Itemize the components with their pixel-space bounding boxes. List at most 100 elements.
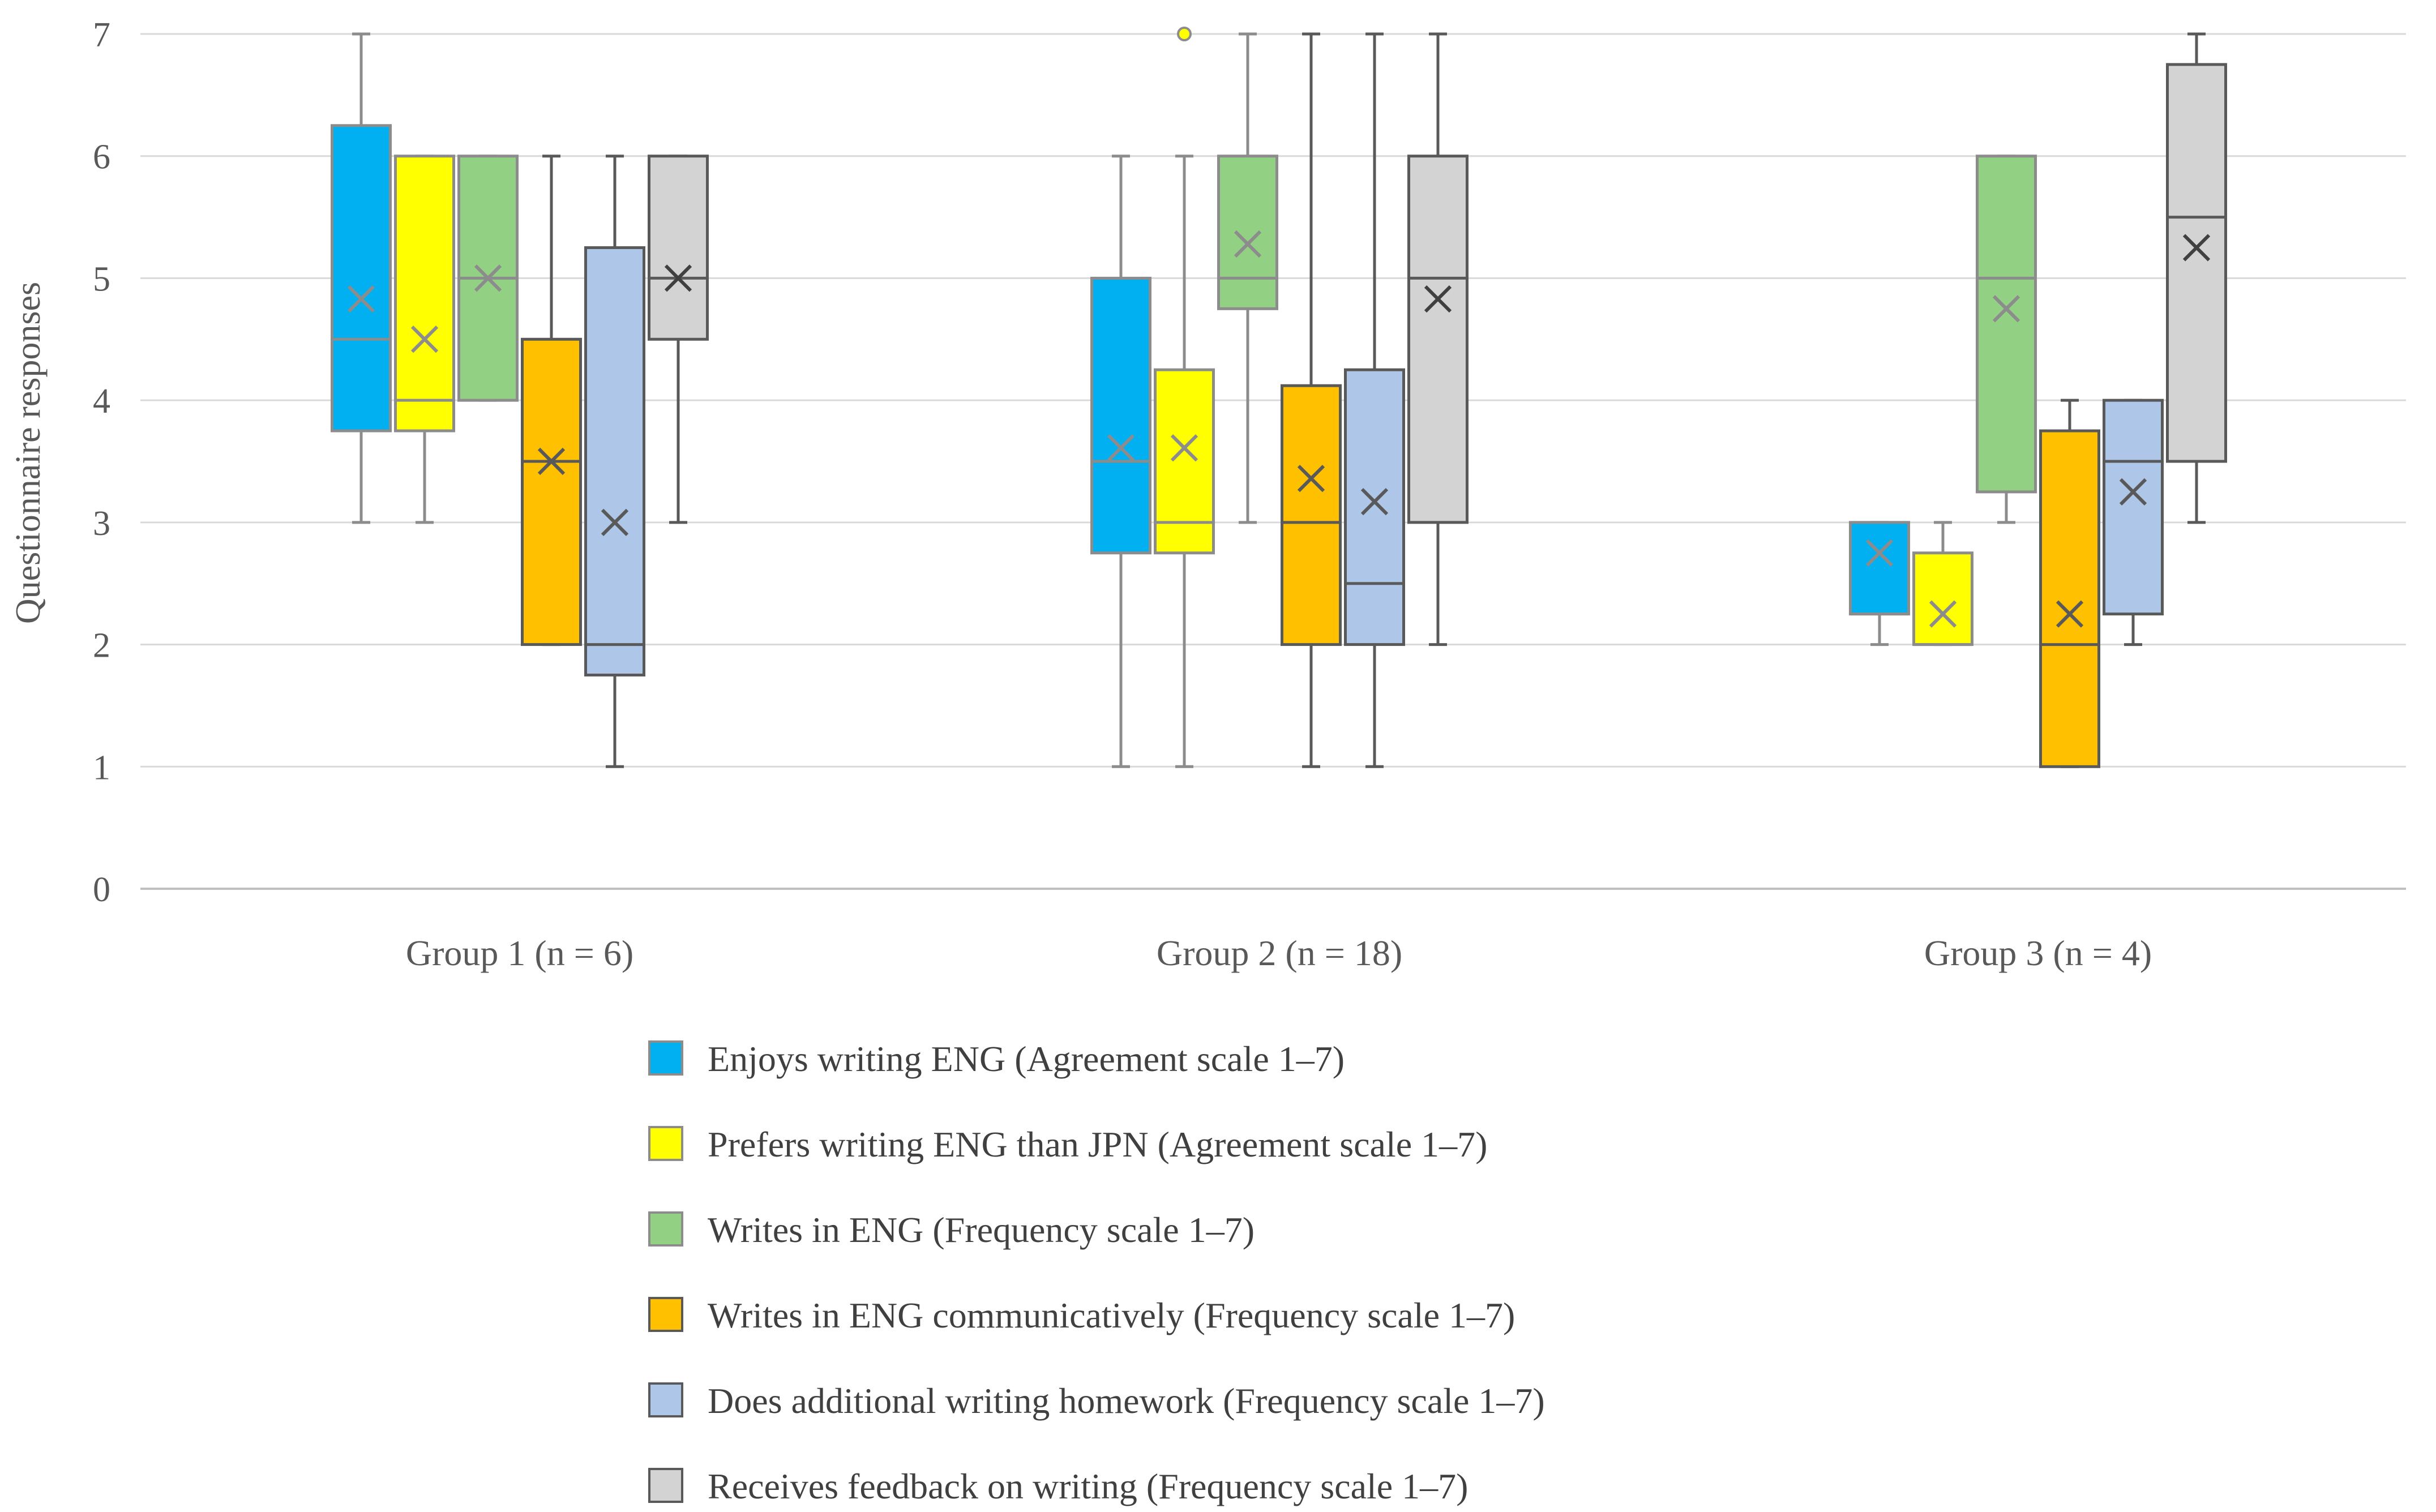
mean-marker-stroke bbox=[1865, 539, 1894, 567]
mean-marker-stroke bbox=[1929, 600, 1957, 628]
legend-item-3: Writes in ENG (Frequency scale 1–7) bbox=[648, 1210, 1255, 1250]
legend-label: Writes in ENG communicatively (Frequency… bbox=[708, 1295, 1515, 1335]
box-6-group-2 bbox=[1407, 32, 1469, 646]
box-2-group-2 bbox=[1154, 27, 1215, 768]
box-2-group-3 bbox=[1912, 521, 1973, 646]
legend-swatch bbox=[648, 1468, 683, 1503]
mean-marker bbox=[1865, 539, 1894, 567]
mean-marker bbox=[664, 264, 692, 292]
y-tick-label: 0 bbox=[93, 871, 110, 909]
legend-label: Writes in ENG (Frequency scale 1–7) bbox=[708, 1210, 1255, 1250]
mean-marker bbox=[601, 508, 629, 536]
box bbox=[648, 155, 709, 341]
mean-marker-stroke bbox=[537, 447, 566, 476]
mean-marker bbox=[2119, 478, 2147, 506]
box bbox=[1090, 276, 1151, 555]
box bbox=[584, 246, 645, 676]
y-tick-label: 1 bbox=[93, 748, 110, 787]
y-tick-label: 4 bbox=[93, 382, 110, 421]
box-5-group-3 bbox=[2103, 399, 2164, 646]
mean-marker-stroke bbox=[2182, 234, 2211, 262]
x-category-label: Group 1 (n = 6) bbox=[406, 933, 633, 973]
box-4-group-2 bbox=[1281, 32, 1342, 768]
box-1-group-1 bbox=[331, 32, 392, 524]
box bbox=[521, 337, 582, 646]
mean-marker-stroke bbox=[1107, 434, 1135, 462]
plot-area bbox=[331, 27, 2227, 768]
box bbox=[1281, 384, 1342, 646]
y-tick-label: 3 bbox=[93, 504, 110, 543]
box-3-group-1 bbox=[457, 155, 519, 402]
box-5-group-2 bbox=[1344, 32, 1405, 768]
mean-marker-stroke bbox=[1424, 285, 1452, 313]
mean-marker-stroke bbox=[2056, 600, 2084, 628]
box bbox=[2039, 429, 2100, 768]
box bbox=[1407, 155, 1469, 524]
box-3-group-3 bbox=[1976, 155, 2037, 524]
legend-swatch bbox=[648, 1126, 683, 1161]
legend-item-6: Receives feedback on writing (Frequency … bbox=[648, 1466, 1468, 1506]
box bbox=[1154, 368, 1215, 555]
box-3-group-2 bbox=[1217, 32, 1278, 524]
legend: Enjoys writing ENG (Agreement scale 1–7)… bbox=[648, 1039, 1545, 1506]
legend-label: Prefers writing ENG than JPN (Agreement … bbox=[708, 1124, 1487, 1164]
legend-item-4: Writes in ENG communicatively (Frequency… bbox=[648, 1295, 1515, 1335]
mean-marker-stroke bbox=[1170, 434, 1198, 462]
box bbox=[1912, 551, 1973, 646]
mean-marker-stroke bbox=[601, 508, 629, 536]
legend-label: Receives feedback on writing (Frequency … bbox=[708, 1466, 1468, 1506]
mean-marker-stroke bbox=[2119, 478, 2147, 506]
box-2-group-1 bbox=[394, 155, 455, 524]
mean-marker-stroke bbox=[410, 325, 439, 353]
box-1-group-3 bbox=[1849, 521, 1910, 646]
x-category-label: Group 3 (n = 4) bbox=[1924, 933, 2152, 973]
mean-marker bbox=[347, 285, 375, 313]
box bbox=[1217, 155, 1278, 310]
y-axis-label: Questionnaire responses bbox=[9, 282, 48, 624]
mean-marker bbox=[1170, 434, 1198, 462]
mean-marker bbox=[1297, 465, 1325, 492]
box-5-group-1 bbox=[584, 155, 645, 768]
mean-marker bbox=[1107, 434, 1135, 462]
y-tick-label: 5 bbox=[93, 260, 110, 298]
mean-marker bbox=[1992, 295, 2020, 323]
mean-marker bbox=[2182, 234, 2211, 262]
legend-label: Does additional writing homework (Freque… bbox=[708, 1381, 1545, 1421]
mean-marker bbox=[537, 447, 566, 476]
mean-marker bbox=[1360, 488, 1389, 516]
box bbox=[1849, 521, 1910, 616]
box bbox=[1976, 155, 2037, 494]
box-4-group-1 bbox=[521, 155, 582, 646]
box-1-group-2 bbox=[1090, 155, 1151, 768]
mean-marker-stroke bbox=[1992, 295, 2020, 323]
legend-item-2: Prefers writing ENG than JPN (Agreement … bbox=[648, 1124, 1487, 1164]
mean-marker bbox=[1424, 285, 1452, 313]
mean-marker-stroke bbox=[474, 264, 502, 292]
box bbox=[2103, 399, 2164, 616]
mean-marker bbox=[1929, 600, 1957, 628]
box bbox=[2166, 63, 2227, 463]
mean-marker-stroke bbox=[1360, 488, 1389, 516]
legend-swatch bbox=[648, 1211, 683, 1247]
mean-marker bbox=[474, 264, 502, 292]
legend-swatch bbox=[648, 1382, 683, 1417]
y-tick-label: 7 bbox=[93, 16, 110, 54]
mean-marker bbox=[1234, 230, 1262, 258]
box bbox=[394, 155, 455, 432]
mean-marker bbox=[410, 325, 439, 353]
y-tick-label: 6 bbox=[93, 138, 110, 177]
y-tick-label: 2 bbox=[93, 627, 110, 665]
mean-marker bbox=[2056, 600, 2084, 628]
mean-marker-stroke bbox=[347, 285, 375, 313]
mean-marker-stroke bbox=[664, 264, 692, 292]
x-category-label: Group 2 (n = 18) bbox=[1157, 933, 1402, 973]
box-6-group-3 bbox=[2166, 32, 2227, 524]
box bbox=[331, 124, 392, 432]
mean-marker-stroke bbox=[1297, 465, 1325, 492]
axes: Questionnaire responses 0 1 2 3 4 5 6 7 Group 1 … bbox=[9, 16, 2152, 973]
outlier-point bbox=[1177, 27, 1192, 41]
box bbox=[1344, 368, 1405, 646]
legend-label: Enjoys writing ENG (Agreement scale 1–7) bbox=[708, 1039, 1345, 1079]
box-4-group-3 bbox=[2039, 399, 2100, 768]
